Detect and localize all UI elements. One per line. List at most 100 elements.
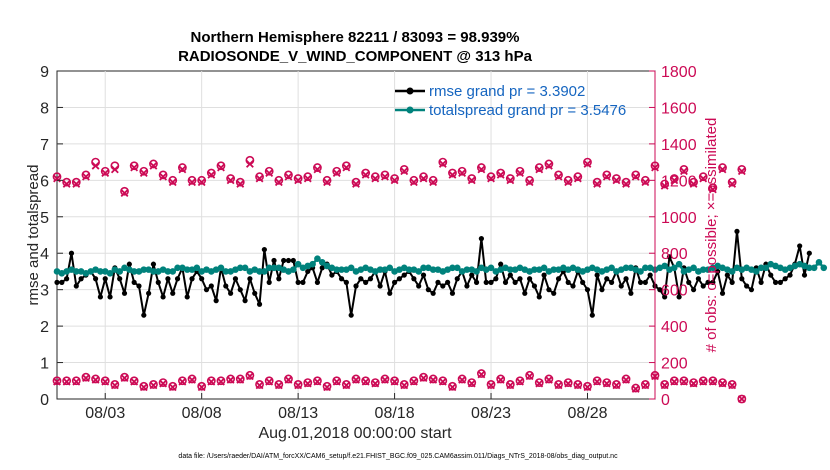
obs_assimilated_low-marker xyxy=(487,381,495,390)
rmse-point xyxy=(502,279,509,285)
legend-totalspread-label: totalspread grand pr = 3.5476 xyxy=(429,102,626,119)
obs_assimilated_low-marker xyxy=(361,377,370,386)
obs_assimilated-marker xyxy=(62,180,71,188)
obs_assimilated_low-marker xyxy=(303,379,312,388)
totalspread-point xyxy=(169,268,177,275)
rmse-point xyxy=(97,294,103,300)
rmse-point xyxy=(662,294,668,300)
obs_possible_low-marker xyxy=(313,376,322,386)
y-right-tick-label: 1400 xyxy=(661,137,697,154)
totalspread-point xyxy=(415,268,422,275)
obs_assimilated-marker xyxy=(535,165,544,174)
obs_possible-marker xyxy=(727,177,737,187)
obs_assimilated-marker xyxy=(680,167,688,176)
chart-title-line2: RADIOSONDE_V_WIND_COMPONENT @ 313 hPa xyxy=(178,48,533,65)
obs_assimilated-marker xyxy=(159,172,168,181)
obs_assimilated_low-marker xyxy=(496,375,505,384)
obs_possible-marker xyxy=(303,172,313,182)
obs_assimilated_low-marker xyxy=(573,381,582,390)
obs_possible_low-marker xyxy=(573,380,583,389)
totalspread-point xyxy=(540,264,548,272)
obs_assimilated-marker xyxy=(381,172,389,181)
rmse-point xyxy=(473,279,480,285)
obs_possible-marker xyxy=(187,175,197,185)
totalspread-point xyxy=(386,264,394,272)
rmse-point xyxy=(295,279,301,285)
totalspread-point xyxy=(463,266,471,273)
obs_possible_low-marker xyxy=(640,380,650,389)
obs_possible_low-marker xyxy=(554,380,563,389)
obs_possible_low-marker xyxy=(544,374,554,384)
rmse-point xyxy=(623,276,629,282)
x-tick-label: 08/28 xyxy=(567,405,607,422)
rmse-point xyxy=(647,272,653,278)
obs_possible-marker xyxy=(168,175,178,185)
obs_possible-marker xyxy=(206,168,216,178)
obs_assimilated_low-marker xyxy=(352,375,360,384)
obs_assimilated_low-marker xyxy=(284,375,293,384)
obs_assimilated_low-marker xyxy=(708,377,717,386)
obs_assimilated-marker xyxy=(178,165,187,174)
totalspread-point xyxy=(690,264,697,272)
y-right-tick-label: 0 xyxy=(661,392,670,409)
obs_possible-marker xyxy=(448,168,457,178)
obs_assimilated-marker xyxy=(110,165,119,174)
obs_assimilated_low-marker xyxy=(168,383,177,392)
obs_possible-marker xyxy=(563,175,573,185)
obs_possible_low-marker xyxy=(409,376,419,386)
rmse-point xyxy=(73,283,79,289)
obs_possible-marker xyxy=(698,172,708,182)
obs_possible-marker xyxy=(631,170,641,180)
y-right-tick-label: 400 xyxy=(661,319,688,336)
rmse-point xyxy=(541,272,547,278)
rmse-point xyxy=(174,276,181,282)
obs_assimilated_low-marker xyxy=(467,379,476,388)
obs_assimilated_low-marker xyxy=(535,379,544,388)
obs_possible-marker xyxy=(216,161,226,171)
obs_possible_low-marker xyxy=(245,370,255,380)
rmse-point xyxy=(483,279,489,285)
obs_possible_low-marker xyxy=(226,374,236,384)
obs_possible_low-marker xyxy=(255,380,264,389)
obs_assimilated_low-marker xyxy=(622,375,630,384)
obs_possible_low-marker xyxy=(81,372,91,382)
y-left-tick-label: 9 xyxy=(40,64,49,81)
y-left-tick-label: 4 xyxy=(40,246,49,263)
obs_possible-marker xyxy=(71,177,81,187)
obs_assimilated_low-marker xyxy=(525,372,534,381)
totalspread-point xyxy=(222,268,230,275)
rmse-point xyxy=(353,283,359,289)
obs_possible_low-marker xyxy=(457,374,467,384)
rmse-point xyxy=(440,283,446,289)
totalspread-point xyxy=(164,268,172,275)
obs_possible_low-marker xyxy=(71,376,81,386)
obs_possible_low-marker xyxy=(718,378,727,387)
totalspread-point xyxy=(531,266,538,273)
rmse-point xyxy=(92,276,99,282)
rmse-point xyxy=(551,290,557,296)
rmse-point xyxy=(724,272,730,278)
obs_possible_low-marker xyxy=(496,374,506,384)
totalspread-point xyxy=(241,264,249,272)
obs_assimilated-marker xyxy=(323,178,331,187)
obs_possible_low-marker xyxy=(303,378,313,387)
rmse-point xyxy=(396,276,402,282)
rmse-point xyxy=(498,261,504,267)
obs_possible_low-marker xyxy=(448,381,457,391)
obs_assimilated_low-marker xyxy=(82,374,90,382)
obs_assimilated_low-marker xyxy=(506,381,515,390)
obs_assimilated-marker xyxy=(631,172,640,181)
totalspread-point xyxy=(265,264,273,272)
rmse-point xyxy=(772,279,779,285)
obs_possible_low-marker xyxy=(284,374,293,384)
obs_assimilated_low-marker xyxy=(516,377,524,386)
obs_assimilated-marker xyxy=(265,169,274,177)
obs_assimilated_low-marker xyxy=(438,377,447,386)
y-left-tick-label: 3 xyxy=(40,283,49,300)
x-tick-label: 08/18 xyxy=(375,405,415,422)
obs_possible-marker xyxy=(274,175,284,185)
obs_assimilated-marker xyxy=(612,176,621,185)
obs_assimilated-marker xyxy=(583,159,592,168)
obs_possible_low-marker xyxy=(100,376,110,386)
